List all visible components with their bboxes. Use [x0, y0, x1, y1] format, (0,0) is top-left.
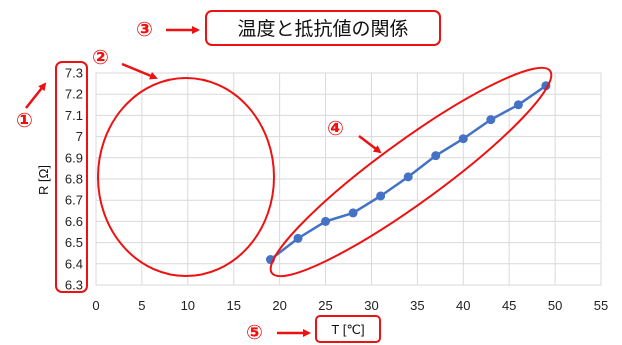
data-point: [486, 115, 496, 125]
callout-3: ③: [136, 17, 153, 41]
y-tick-label: 6.8: [65, 172, 83, 187]
data-point: [376, 191, 386, 201]
x-tick-label: 25: [318, 298, 332, 313]
x-axis-label: T [℃]: [331, 322, 364, 337]
x-tick-label: 30: [364, 298, 378, 313]
callout-4: ④: [327, 116, 344, 140]
y-tick-label: 6.5: [65, 235, 83, 250]
data-point: [431, 151, 441, 161]
series-highlight-ellipse: [269, 66, 553, 278]
callout-5: ⑤: [246, 320, 263, 344]
x-tick-label: 20: [272, 298, 286, 313]
data-series: [265, 81, 551, 265]
y-tick-label: 7.1: [65, 108, 83, 123]
callout-2-arrow: [121, 62, 158, 80]
callout-4-arrow: [358, 135, 382, 154]
x-tick-labels: 0 5 10 15 20 25 30 35 40 45 50 55: [92, 298, 608, 313]
title-box: [205, 10, 441, 46]
y-tick-label: 7.2: [65, 87, 83, 102]
data-point: [348, 208, 358, 218]
gridlines: [95, 72, 602, 286]
y-ticks-highlight-box: [55, 61, 88, 293]
y-tick-label: 6.3: [65, 278, 83, 293]
callout-1: ①: [16, 108, 33, 132]
y-tick-label: 7: [76, 129, 83, 144]
y-tick-label: 6.7: [65, 193, 83, 208]
y-tick-label: 6.6: [65, 214, 83, 229]
y-tick-label: 7.3: [65, 66, 83, 81]
y-tick-labels: 6.3 6.4 6.5 6.6 6.7 6.8 6.9 7 7.1 7.2 7.3: [65, 66, 83, 293]
plot-area: [95, 72, 602, 286]
x-tick-label: 40: [456, 298, 470, 313]
data-point: [321, 216, 331, 226]
x-tick-label: 50: [548, 298, 562, 313]
x-tick-label: 45: [502, 298, 516, 313]
x-axis-label-box: [315, 315, 381, 343]
x-tick-label: 0: [92, 298, 99, 313]
data-point: [458, 134, 468, 144]
callout-1-arrow: [25, 82, 47, 109]
x-tick-label: 35: [410, 298, 424, 313]
plot-area-highlight-ellipse: [97, 77, 275, 277]
x-tick-label: 10: [181, 298, 195, 313]
data-point: [293, 233, 303, 243]
data-point: [403, 172, 413, 182]
x-tick-label: 15: [226, 298, 240, 313]
data-point: [513, 100, 523, 110]
x-tick-label: 5: [138, 298, 145, 313]
chart-title: 温度と抵抗値の関係: [237, 18, 408, 40]
callout-2: ②: [92, 45, 109, 69]
y-axis-label: R [Ω]: [36, 165, 51, 195]
x-tick-label: 55: [594, 298, 608, 313]
y-tick-label: 6.4: [65, 256, 83, 271]
y-tick-label: 6.9: [65, 150, 83, 165]
